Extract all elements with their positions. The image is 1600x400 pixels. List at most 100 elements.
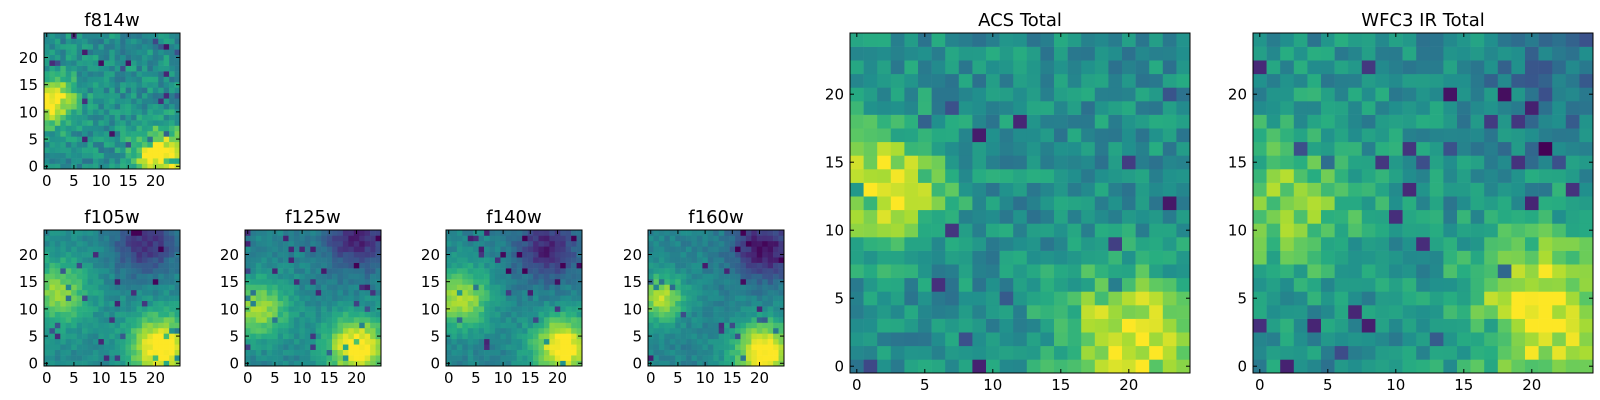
- heatmap-cell: [1280, 209, 1295, 224]
- heatmap-cell: [44, 273, 50, 280]
- heatmap-cell: [1416, 359, 1431, 374]
- heatmap-cell: [931, 196, 946, 211]
- heatmap-cell: [1162, 155, 1177, 170]
- heatmap-cell: [1565, 264, 1580, 279]
- heatmap-cell: [131, 257, 137, 263]
- heatmap-cell: [850, 114, 864, 129]
- heatmap-cell: [87, 43, 94, 50]
- heatmap-cell: [310, 333, 317, 340]
- heatmap-cell: [945, 114, 960, 129]
- heatmap-cell: [767, 333, 774, 340]
- heatmap-cell: [1108, 141, 1123, 156]
- heatmap-cell: [109, 230, 116, 236]
- heatmap-cell: [986, 250, 1000, 265]
- heatmap-cell: [489, 317, 496, 323]
- heatmap-cell: [904, 318, 919, 333]
- heatmap-cell: [342, 262, 349, 269]
- heatmap-cell: [120, 246, 126, 253]
- heatmap-cell: [740, 300, 747, 307]
- heatmap-cell: [152, 268, 159, 274]
- heatmap-cell: [49, 295, 56, 302]
- heatmap-cell: [277, 257, 284, 263]
- heatmap-cell: [850, 60, 864, 75]
- heatmap-cell: [1375, 223, 1390, 238]
- heatmap-cell: [1081, 305, 1096, 319]
- heatmap-cell: [773, 360, 779, 367]
- heatmap-cell: [511, 251, 518, 258]
- heatmap-cell: [1348, 196, 1363, 211]
- heatmap-cell: [272, 246, 278, 253]
- x-tick-label: 0: [42, 172, 52, 190]
- heatmap-cell: [756, 240, 763, 247]
- heatmap-cell: [1565, 250, 1580, 265]
- heatmap-cell: [82, 49, 88, 56]
- y-tick-label: 20: [220, 246, 239, 264]
- heatmap-cell: [163, 71, 170, 77]
- heatmap-cell: [60, 38, 67, 45]
- heatmap-cell: [332, 322, 338, 329]
- heatmap-cell: [359, 273, 365, 280]
- heatmap-cell: [1293, 155, 1308, 170]
- heatmap-cell: [1484, 264, 1499, 279]
- heatmap-cell: [120, 273, 126, 280]
- heatmap-cell: [1280, 73, 1295, 88]
- heatmap-cell: [375, 262, 382, 269]
- heatmap-cell: [120, 295, 126, 302]
- heatmap-cell: [571, 251, 577, 258]
- heatmap-cell: [103, 76, 110, 83]
- heatmap-cell: [576, 240, 583, 247]
- heatmap-cell: [1266, 60, 1281, 75]
- heatmap-cell: [141, 38, 148, 45]
- heatmap-cell: [500, 327, 507, 334]
- heatmap-cell: [288, 360, 295, 367]
- heatmap-cell: [686, 300, 692, 307]
- heatmap-cell: [131, 268, 137, 274]
- heatmap-cell: [71, 262, 77, 269]
- heatmap-cell: [1375, 101, 1390, 115]
- heatmap-cell: [375, 300, 382, 307]
- heatmap-cell: [1081, 169, 1096, 183]
- heatmap-cell: [1402, 264, 1417, 279]
- heatmap-cell: [1054, 114, 1068, 129]
- heatmap-cell: [359, 344, 365, 350]
- heatmap-cell: [60, 54, 67, 61]
- heatmap-cell: [71, 71, 77, 77]
- heatmap-cell: [87, 33, 94, 39]
- heatmap-cell: [1081, 155, 1096, 170]
- heatmap-cell: [174, 130, 181, 137]
- heatmap-cell: [473, 300, 479, 307]
- heatmap-cell: [109, 344, 116, 350]
- heatmap-cell: [467, 251, 474, 258]
- heatmap-cell: [82, 327, 88, 334]
- heatmap-cell: [686, 333, 692, 340]
- heatmap-cell: [571, 355, 577, 361]
- heatmap-cell: [945, 291, 960, 306]
- heatmap-cell: [1094, 33, 1109, 47]
- heatmap-cell: [103, 311, 110, 318]
- heatmap-cell: [1321, 291, 1335, 306]
- heatmap-cell: [565, 300, 572, 307]
- heatmap-cell: [375, 273, 382, 280]
- heatmap-cell: [272, 273, 278, 280]
- heatmap-cell: [288, 333, 295, 340]
- heatmap-cell: [462, 235, 469, 242]
- heatmap-cell: [565, 257, 572, 263]
- heatmap-cell: [986, 345, 1000, 360]
- heatmap-cell: [288, 317, 295, 323]
- heatmap-cell: [348, 333, 355, 340]
- heatmap-cell: [484, 230, 490, 236]
- heatmap-cell: [49, 230, 56, 236]
- heatmap-cell: [664, 240, 671, 247]
- heatmap-cell: [494, 246, 501, 253]
- heatmap-cell: [169, 54, 175, 61]
- heatmap-cell: [98, 109, 105, 115]
- heatmap-cell: [272, 327, 278, 334]
- heatmap-cell: [163, 76, 170, 83]
- heatmap-cell: [658, 246, 665, 253]
- heatmap-cell: [1176, 223, 1191, 238]
- heatmap-cell: [1321, 237, 1335, 251]
- heatmap-cell: [103, 92, 110, 99]
- heatmap-cell: [321, 246, 327, 253]
- heatmap-cell: [1348, 345, 1363, 360]
- heatmap-cell: [174, 141, 181, 148]
